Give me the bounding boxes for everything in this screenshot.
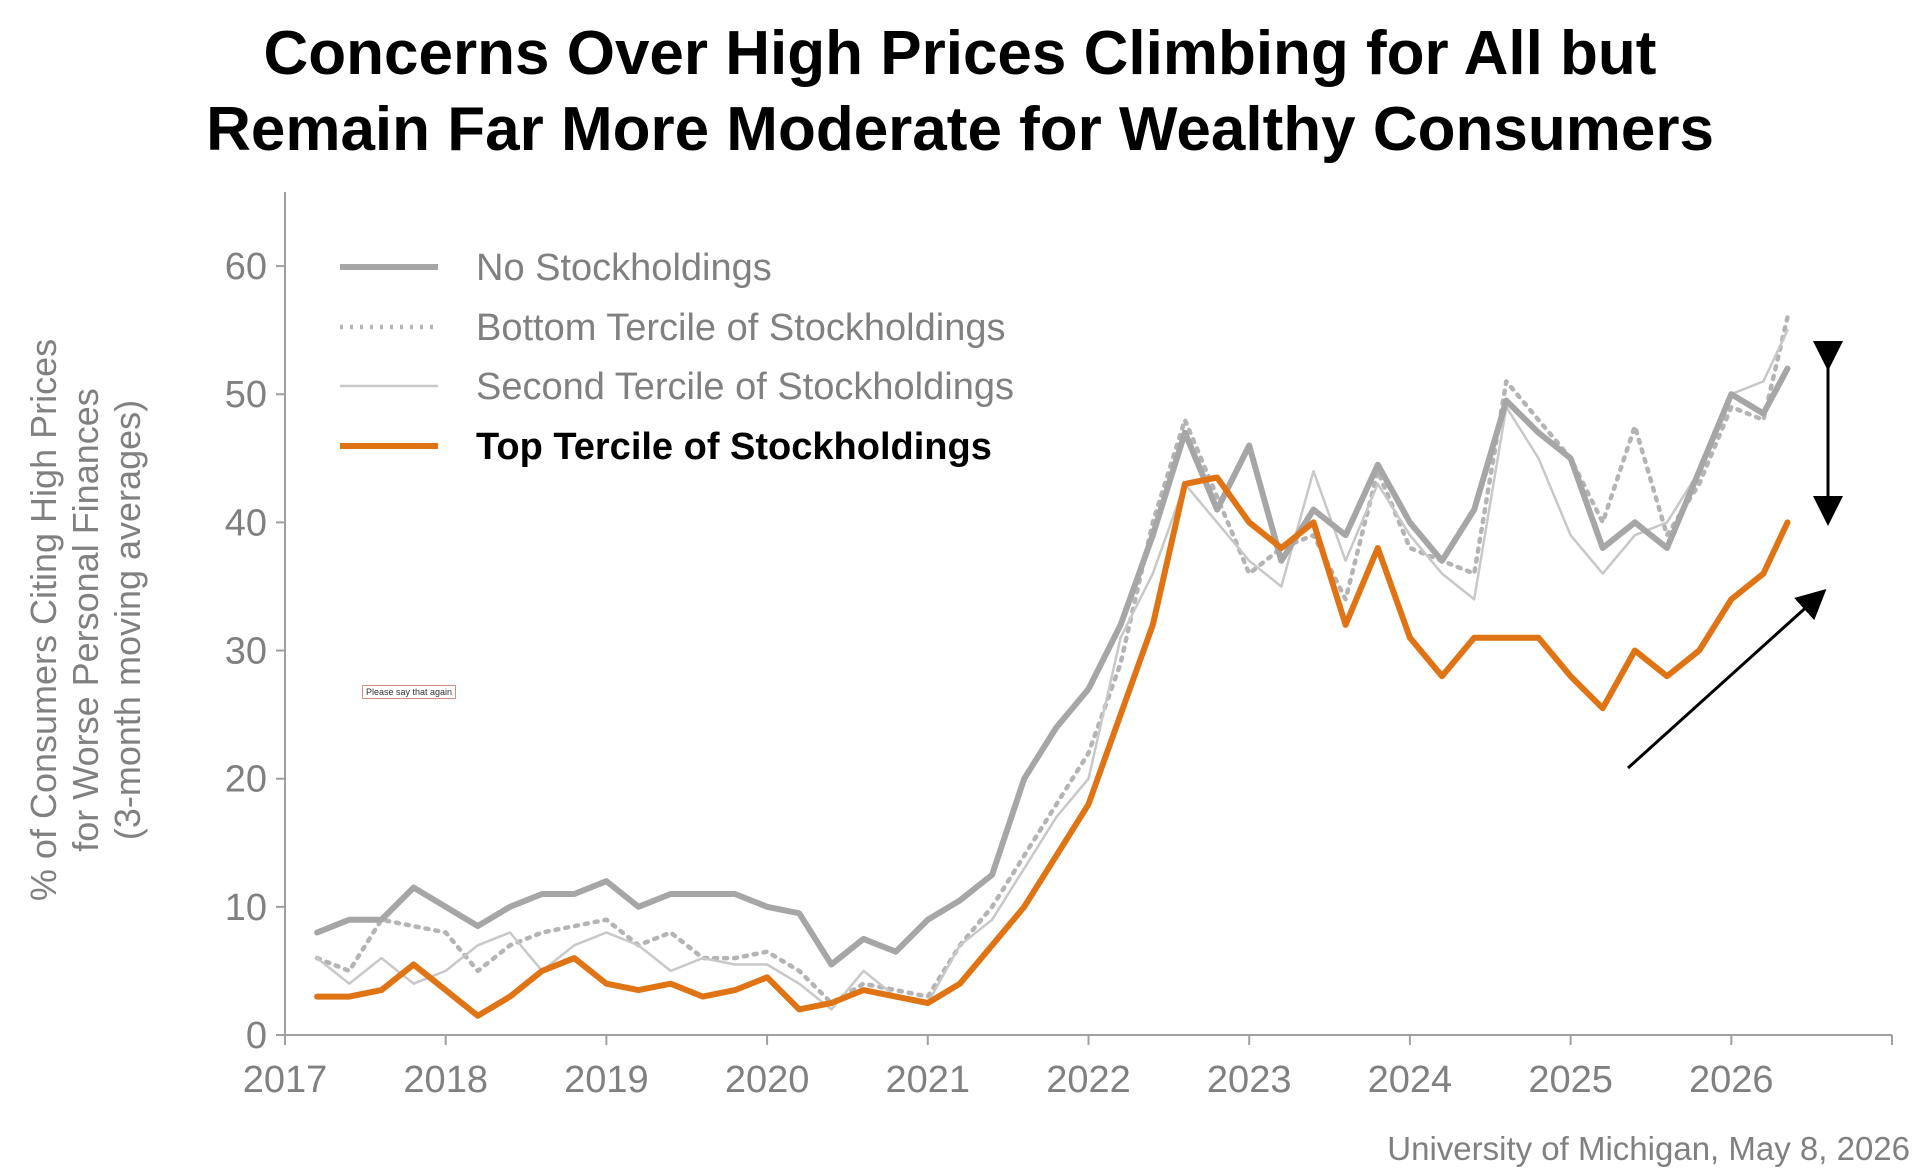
y-tick-label: 0 <box>246 1015 267 1057</box>
legend-label: Top Tercile of Stockholdings <box>476 426 992 468</box>
y-axis-label-line: (3-month moving averages) <box>107 400 148 840</box>
y-axis-label-line: for Worse Personal Finances <box>65 388 106 852</box>
annotations <box>1626 341 1843 770</box>
y-tick-label: 10 <box>225 887 267 929</box>
tooltip: Please say that again <box>362 685 457 699</box>
x-tick-label: 2018 <box>403 1059 488 1101</box>
chart-title-line-2: Remain Far More Moderate for Wealthy Con… <box>206 95 1714 164</box>
legend-label: Second Tercile of Stockholdings <box>476 366 1014 408</box>
y-tick-label: 40 <box>225 502 267 544</box>
legend-label: No Stockholdings <box>476 247 772 289</box>
y-axis-label: % of Consumers Citing High Pricesfor Wor… <box>23 339 148 901</box>
series-lines <box>314 315 1791 1019</box>
series-line-thick-orange <box>314 474 1791 1019</box>
x-tick-label: 2022 <box>1046 1059 1131 1101</box>
y-axis-label-line: % of Consumers Citing High Prices <box>23 339 64 901</box>
y-tick-label: 50 <box>225 374 267 416</box>
series-line-dotted-gray <box>314 315 1790 1006</box>
axes: 0 10 20 30 40 50 60 2017 2018 2019 2020 2021 2022 202… <box>23 192 1893 1101</box>
x-tick-label: 2017 <box>243 1059 328 1101</box>
x-tick-label: 2026 <box>1689 1059 1774 1101</box>
y-tick-label: 20 <box>225 759 267 801</box>
series-line-thick-gray <box>314 365 1791 968</box>
diagonal-arrow-rising <box>1626 588 1827 770</box>
y-tick-label: 60 <box>225 246 267 288</box>
legend-label: Bottom Tercile of Stockholdings <box>476 307 1005 349</box>
series-line-thin-gray <box>315 328 1789 1011</box>
x-tick-label: 2021 <box>886 1059 971 1101</box>
x-tick-label: 2019 <box>564 1059 649 1101</box>
y-tick-label: 30 <box>225 631 267 673</box>
chart-title-line-1: Concerns Over High Prices Climbing for A… <box>263 19 1657 88</box>
x-tick-label: 2025 <box>1528 1059 1613 1101</box>
x-tick-label: 2024 <box>1368 1059 1453 1101</box>
legend: No Stockholdings Bottom Tercile of Stockh… <box>340 247 1014 468</box>
x-tick-label: 2020 <box>725 1059 810 1101</box>
source-note: University of Michigan, May 8, 2026 <box>1387 1130 1910 1167</box>
x-tick-label: 2023 <box>1207 1059 1292 1101</box>
